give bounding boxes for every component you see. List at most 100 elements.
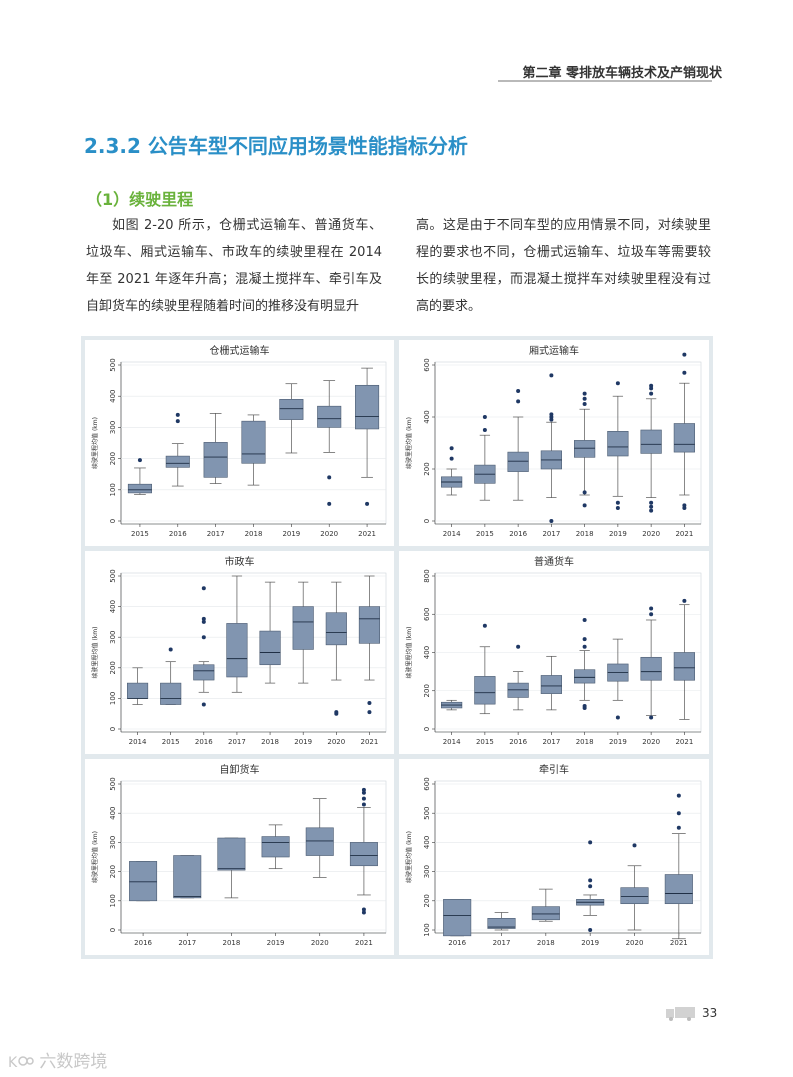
box-body xyxy=(358,606,381,644)
box xyxy=(441,446,463,496)
y-tick-label: 0 xyxy=(423,727,431,731)
y-tick-label: 400 xyxy=(423,410,431,423)
box xyxy=(673,598,695,720)
box xyxy=(259,581,281,684)
box-body xyxy=(531,906,560,921)
outlier-point xyxy=(361,787,366,792)
outlier-point xyxy=(676,793,681,798)
box-body xyxy=(349,842,378,867)
box-body xyxy=(129,861,158,902)
x-tick-label: 2016 xyxy=(195,738,213,746)
x-tick-label: 2016 xyxy=(134,939,152,947)
y-tick-label: 600 xyxy=(423,777,431,790)
plot-area xyxy=(434,780,702,934)
x-tick-label: 2021 xyxy=(675,738,693,746)
y-axis-label: 续驶里程均值 (km) xyxy=(91,627,99,679)
box xyxy=(474,623,496,715)
outlier-point xyxy=(582,617,587,622)
outlier-point xyxy=(649,715,654,720)
outlier-point xyxy=(168,647,173,652)
x-tick-label: 2017 xyxy=(542,530,560,538)
x-tick-label: 2020 xyxy=(642,530,660,538)
outlier-point xyxy=(334,710,339,715)
outlier-point xyxy=(361,910,366,915)
box-body xyxy=(474,676,496,705)
y-tick-label: 400 xyxy=(109,807,117,820)
outlier-point xyxy=(175,419,180,424)
box xyxy=(540,373,562,523)
x-tick-label: 2021 xyxy=(358,530,376,538)
outlier-point xyxy=(549,412,554,417)
box xyxy=(165,412,190,487)
outlier-point xyxy=(649,508,654,513)
x-tick-label: 2021 xyxy=(670,939,688,947)
box-body xyxy=(165,455,190,468)
x-tick-label: 2018 xyxy=(223,939,241,947)
outlier-point xyxy=(588,928,593,932)
box xyxy=(576,840,605,932)
box-body xyxy=(279,399,304,420)
box-body xyxy=(317,405,342,428)
box-body xyxy=(160,682,182,705)
x-tick-label: 2018 xyxy=(245,530,263,538)
chart-title: 普通货车 xyxy=(534,555,574,568)
box-body xyxy=(217,837,246,871)
outlier-point xyxy=(201,619,206,624)
x-tick-label: 2015 xyxy=(476,530,494,538)
outlier-point xyxy=(582,503,587,508)
x-tick-label: 2017 xyxy=(207,530,225,538)
y-tick-label: 200 xyxy=(109,452,117,465)
box xyxy=(261,824,290,870)
x-tick-label: 2019 xyxy=(267,939,285,947)
plot-area xyxy=(120,780,387,934)
section-title: 2.3.2 公告车型不同应用场景性能指标分析 xyxy=(84,134,468,158)
x-tick-label: 2018 xyxy=(576,738,594,746)
box-body xyxy=(640,656,662,681)
box xyxy=(173,855,202,899)
right-paragraph-text: 高。这是由于不同车型的应用情景不同，对续驶里程的要求也不同，仓栅式运输车、垃圾车… xyxy=(416,218,711,314)
outlier-point xyxy=(327,475,332,480)
box xyxy=(305,798,334,878)
box-body xyxy=(193,664,215,681)
outlier-point xyxy=(482,623,487,628)
outlier-point xyxy=(549,373,554,378)
box-body xyxy=(540,675,562,694)
outlier-point xyxy=(676,811,681,816)
box-body xyxy=(664,874,693,905)
y-tick-label: 0 xyxy=(109,519,117,523)
watermark-text: 六数跨境 xyxy=(39,1052,108,1072)
x-tick-label: 2016 xyxy=(509,738,527,746)
outlier-point xyxy=(582,704,587,709)
outlier-point xyxy=(516,644,521,649)
box-body xyxy=(673,652,695,681)
y-tick-label: 500 xyxy=(109,569,117,582)
y-tick-label: 500 xyxy=(109,777,117,790)
outlier-point xyxy=(582,396,587,401)
y-axis-label: 续驶里程均值 (km) xyxy=(405,417,413,469)
box xyxy=(540,655,562,711)
chart-title: 牵引车 xyxy=(539,763,569,776)
x-tick-label: 2014 xyxy=(129,738,147,746)
plot-area xyxy=(120,572,387,733)
chart-title: 厢式运输车 xyxy=(529,344,579,357)
svg-text:K: K xyxy=(8,1055,18,1071)
box-body xyxy=(640,429,662,454)
x-tick-label: 2019 xyxy=(294,738,312,746)
x-tick-label: 2019 xyxy=(581,939,599,947)
x-tick-label: 2016 xyxy=(509,530,527,538)
box xyxy=(126,667,149,705)
outlier-point xyxy=(649,383,654,388)
outlier-point xyxy=(549,519,554,523)
outlier-point xyxy=(582,644,587,649)
outlier-point xyxy=(582,637,587,642)
body-paragraph-left: 如图 2-20 所示，仓栅式运输车、普通货车、垃圾车、厢式运输车、市政车的续驶里… xyxy=(86,212,382,320)
x-tick-label: 2019 xyxy=(609,530,627,538)
y-tick-label: 600 xyxy=(423,608,431,621)
box xyxy=(292,581,314,684)
y-tick-label: 100 xyxy=(109,894,117,907)
outlier-point xyxy=(615,500,620,505)
watermark: K 六数跨境 xyxy=(8,1047,107,1072)
box-body xyxy=(487,918,516,929)
box xyxy=(279,383,304,454)
x-tick-label: 2019 xyxy=(282,530,300,538)
